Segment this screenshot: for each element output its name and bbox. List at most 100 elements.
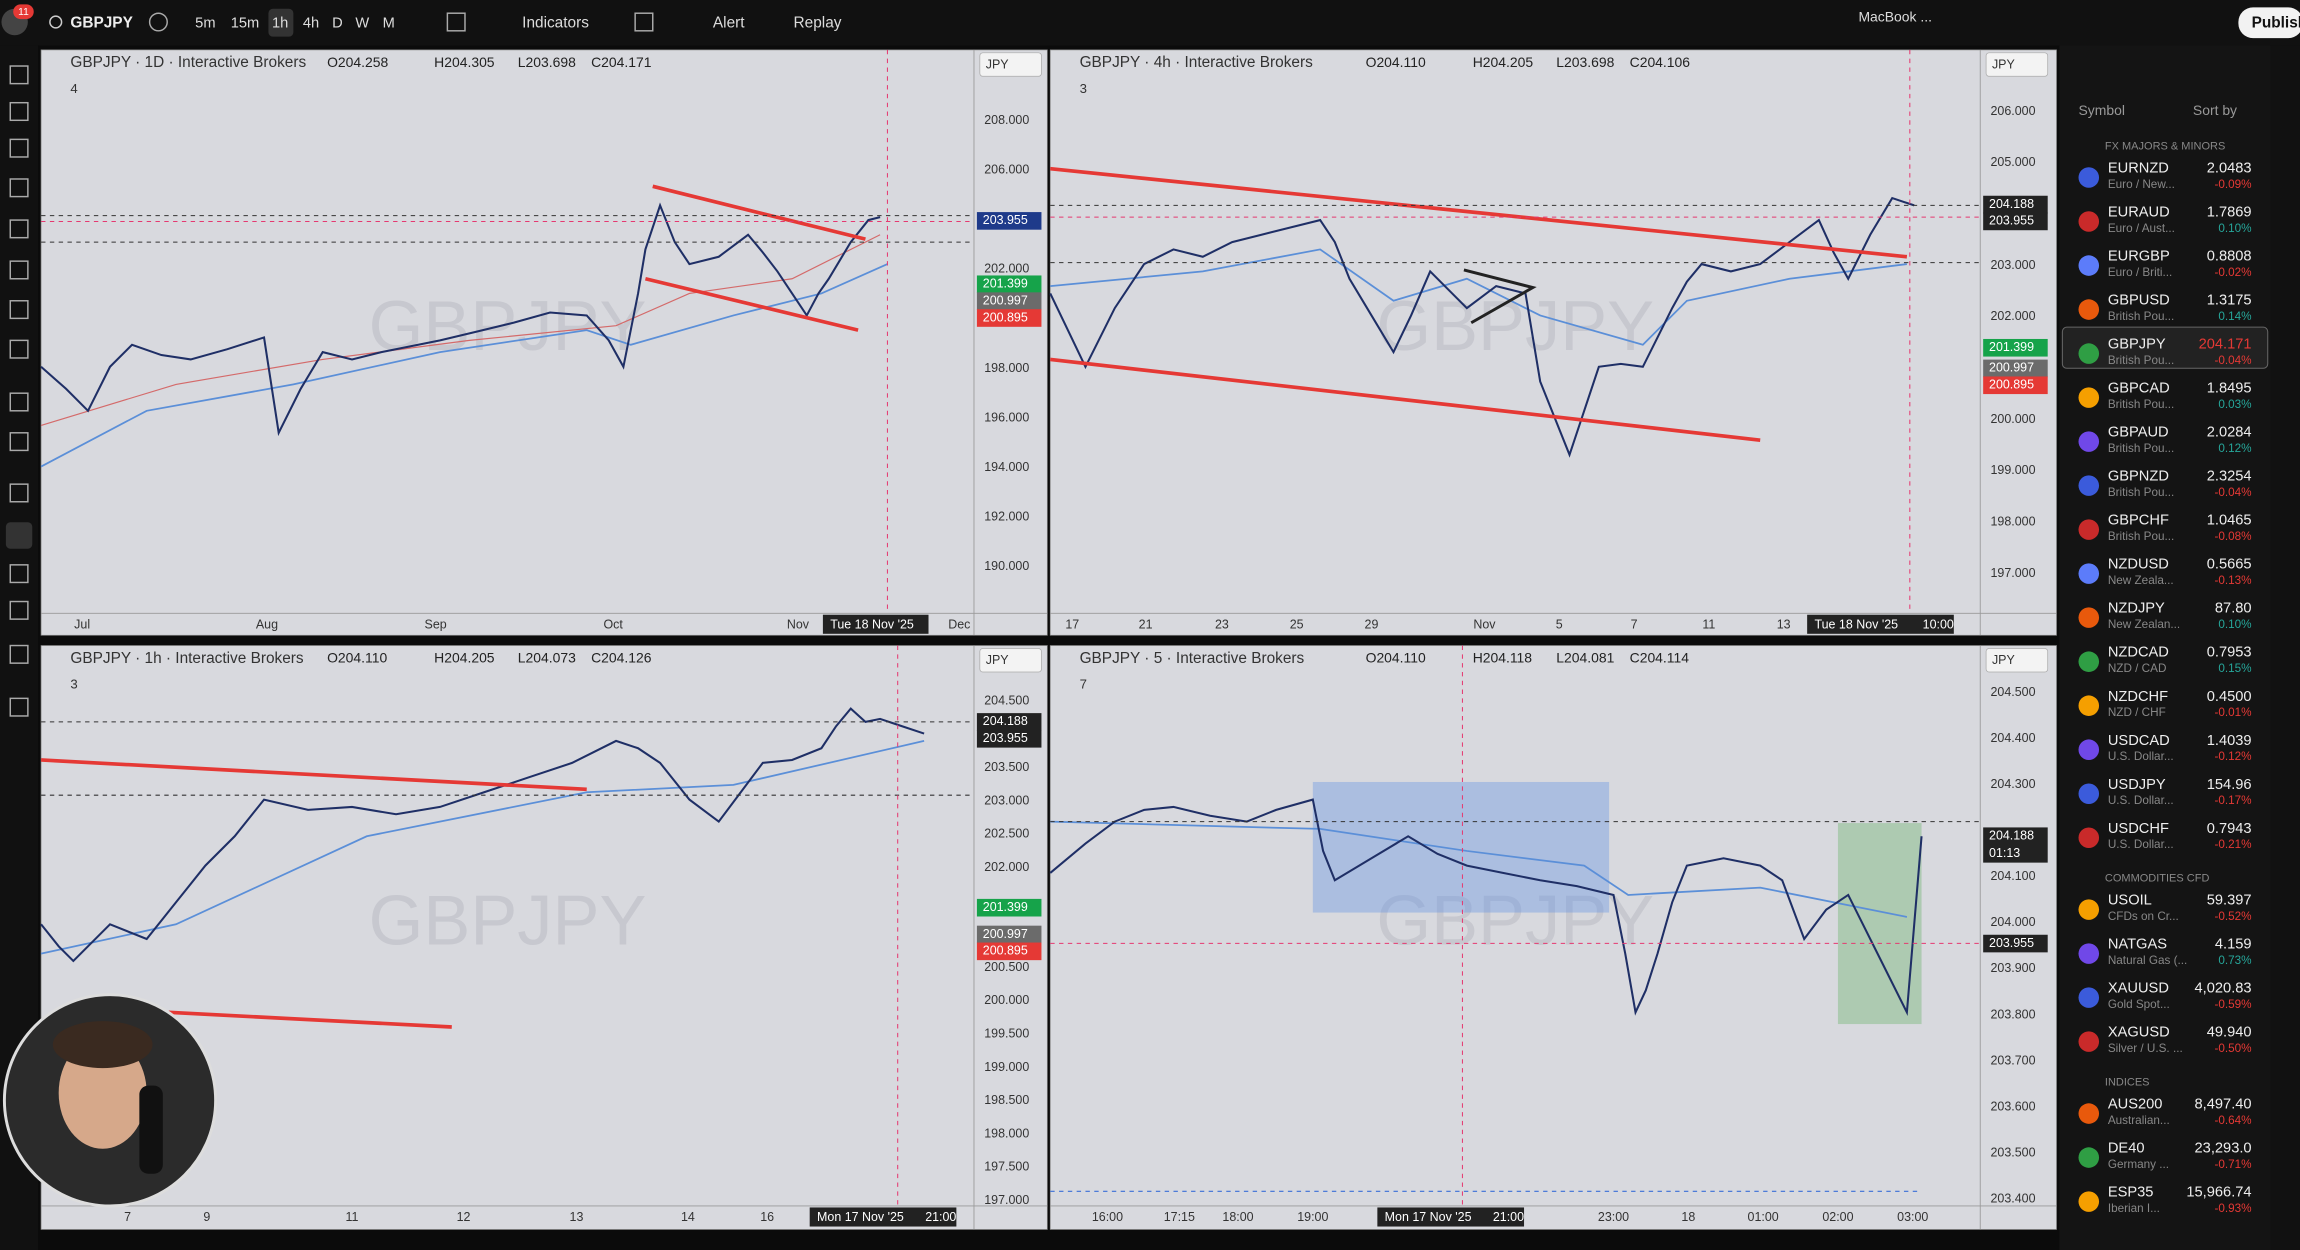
interval-button[interactable]: 15m	[231, 15, 260, 31]
symbol-icon[interactable]	[2078, 1031, 2100, 1052]
symbol-change[interactable]: 0.14%	[2218, 310, 2251, 323]
symbol-description[interactable]: British Pou...	[2108, 486, 2174, 499]
symbol-price[interactable]: 0.8808	[2207, 249, 2252, 265]
chart-type-icon[interactable]	[446, 12, 466, 32]
symbol-change[interactable]: -0.12%	[2214, 750, 2251, 763]
symbol-change[interactable]: -0.04%	[2214, 354, 2251, 367]
symbol-description[interactable]: Silver / U.S. ...	[2108, 1042, 2183, 1055]
symbol-name[interactable]: XAUUSD	[2108, 981, 2169, 997]
tool-icon[interactable]	[9, 138, 29, 158]
tool-icon[interactable]	[9, 600, 29, 620]
symbol-description[interactable]: Natural Gas (...	[2108, 954, 2187, 967]
symbol-name[interactable]: DE40	[2108, 1141, 2145, 1157]
currency-select[interactable]	[1985, 52, 2049, 77]
tool-icon[interactable]	[9, 178, 29, 198]
symbol-change[interactable]: -0.59%	[2214, 998, 2251, 1011]
symbol-change[interactable]: -0.08%	[2214, 530, 2251, 543]
layout-icon[interactable]	[634, 12, 654, 32]
symbol-description[interactable]: Iberian I...	[2108, 1202, 2160, 1215]
symbol-change[interactable]: -0.13%	[2214, 574, 2251, 587]
tool-icon[interactable]	[9, 392, 29, 412]
symbol-description[interactable]: British Pou...	[2108, 530, 2174, 543]
symbol-name[interactable]: GBPJPY	[2108, 337, 2166, 353]
symbol-icon[interactable]	[2078, 783, 2100, 804]
symbol-price[interactable]: 1.7869	[2207, 205, 2252, 221]
symbol-icon[interactable]	[2078, 387, 2100, 408]
tool-icon[interactable]	[9, 564, 29, 584]
symbol-icon[interactable]	[2078, 943, 2100, 964]
currency-label[interactable]: JPY	[1992, 653, 2016, 667]
symbol-icon[interactable]	[2078, 651, 2100, 672]
symbol-name[interactable]: AUS200	[2108, 1097, 2163, 1113]
symbol-name[interactable]: GBPAUD	[2108, 425, 2169, 441]
symbol-name[interactable]: GBPCHF	[2108, 513, 2169, 529]
symbol-price[interactable]: 2.3254	[2207, 469, 2252, 485]
symbol-icon[interactable]	[2078, 739, 2100, 760]
symbol-search[interactable]: GBPJPY	[70, 15, 133, 32]
symbol-name[interactable]: NZDCAD	[2108, 645, 2169, 661]
symbol-icon[interactable]	[2078, 299, 2100, 320]
symbol-icon[interactable]	[2078, 1103, 2100, 1124]
symbol-price[interactable]: 23,293.0	[2195, 1141, 2252, 1157]
symbol-change[interactable]: -0.71%	[2214, 1158, 2251, 1171]
symbol-change[interactable]: -0.01%	[2214, 706, 2251, 719]
symbol-description[interactable]: NZD / CAD	[2108, 662, 2167, 675]
interval-button[interactable]: 4h	[303, 15, 319, 31]
symbol-price[interactable]: 87.80	[2215, 601, 2252, 617]
symbol-name[interactable]: GBPNZD	[2108, 469, 2169, 485]
symbol-price[interactable]: 204.171	[2199, 337, 2252, 353]
symbol-name[interactable]: USOIL	[2108, 893, 2152, 909]
symbol-description[interactable]: U.S. Dollar...	[2108, 794, 2174, 807]
symbol-description[interactable]: U.S. Dollar...	[2108, 838, 2174, 851]
currency-select[interactable]	[1985, 648, 2049, 673]
symbol-name[interactable]: USDJPY	[2108, 777, 2166, 793]
symbol-description[interactable]: Euro / Aust...	[2108, 222, 2175, 235]
symbol-price[interactable]: 1.3175	[2207, 293, 2252, 309]
symbol-icon[interactable]	[2078, 431, 2100, 452]
tool-icon[interactable]	[9, 101, 29, 122]
symbol-name[interactable]: GBPUSD	[2108, 293, 2170, 309]
symbol-name[interactable]: EURNZD	[2108, 161, 2169, 177]
currency-label[interactable]: JPY	[986, 653, 1010, 667]
symbol-description[interactable]: New Zeala...	[2108, 574, 2174, 587]
symbol-change[interactable]: -0.17%	[2214, 794, 2251, 807]
currency-select[interactable]	[979, 648, 1042, 673]
currency-select[interactable]	[979, 52, 1042, 77]
symbol-price[interactable]: 0.7943	[2207, 821, 2252, 837]
symbol-description[interactable]: Euro / New...	[2108, 178, 2175, 191]
symbol-change[interactable]: -0.09%	[2214, 178, 2251, 191]
symbol-name[interactable]: USDCHF	[2108, 821, 2169, 837]
symbol-description[interactable]: British Pou...	[2108, 398, 2174, 411]
tool-icon[interactable]	[9, 644, 29, 664]
search-icon[interactable]	[49, 15, 63, 29]
symbol-change[interactable]: -0.21%	[2214, 838, 2251, 851]
symbol-change[interactable]: 0.73%	[2218, 954, 2251, 967]
symbol-icon[interactable]	[2078, 167, 2100, 188]
symbol-change[interactable]: 0.03%	[2218, 398, 2251, 411]
symbol-icon[interactable]	[2078, 563, 2100, 584]
symbol-icon[interactable]	[2078, 1191, 2100, 1212]
alert-button[interactable]: Alert	[713, 15, 745, 32]
symbol-icon[interactable]	[2078, 519, 2100, 540]
add-symbol[interactable]	[148, 12, 168, 32]
symbol-price[interactable]: 2.0284	[2207, 425, 2252, 441]
symbol-description[interactable]: New Zealan...	[2108, 618, 2180, 631]
symbol-price[interactable]: 0.5665	[2207, 557, 2252, 573]
symbol-change[interactable]: 0.10%	[2218, 222, 2251, 235]
symbol-description[interactable]: U.S. Dollar...	[2108, 750, 2174, 763]
symbol-name[interactable]: EURGBP	[2108, 249, 2170, 265]
interval-button[interactable]: W	[355, 15, 369, 31]
symbol-change[interactable]: -0.93%	[2214, 1202, 2251, 1215]
symbol-description[interactable]: Australian...	[2108, 1114, 2170, 1127]
symbol-icon[interactable]	[2078, 899, 2100, 920]
symbol-description[interactable]: British Pou...	[2108, 442, 2174, 455]
symbol-change[interactable]: 0.10%	[2218, 618, 2251, 631]
symbol-icon[interactable]	[2078, 343, 2100, 364]
symbol-change[interactable]: -0.64%	[2214, 1114, 2251, 1127]
device-name[interactable]: MacBook ...	[1858, 8, 1932, 24]
tool-icon[interactable]	[9, 219, 29, 239]
interval-button[interactable]: 1h	[272, 15, 288, 31]
symbol-icon[interactable]	[2078, 255, 2100, 276]
tool-icon[interactable]	[9, 339, 29, 359]
symbol-price[interactable]: 49.940	[2207, 1025, 2252, 1041]
